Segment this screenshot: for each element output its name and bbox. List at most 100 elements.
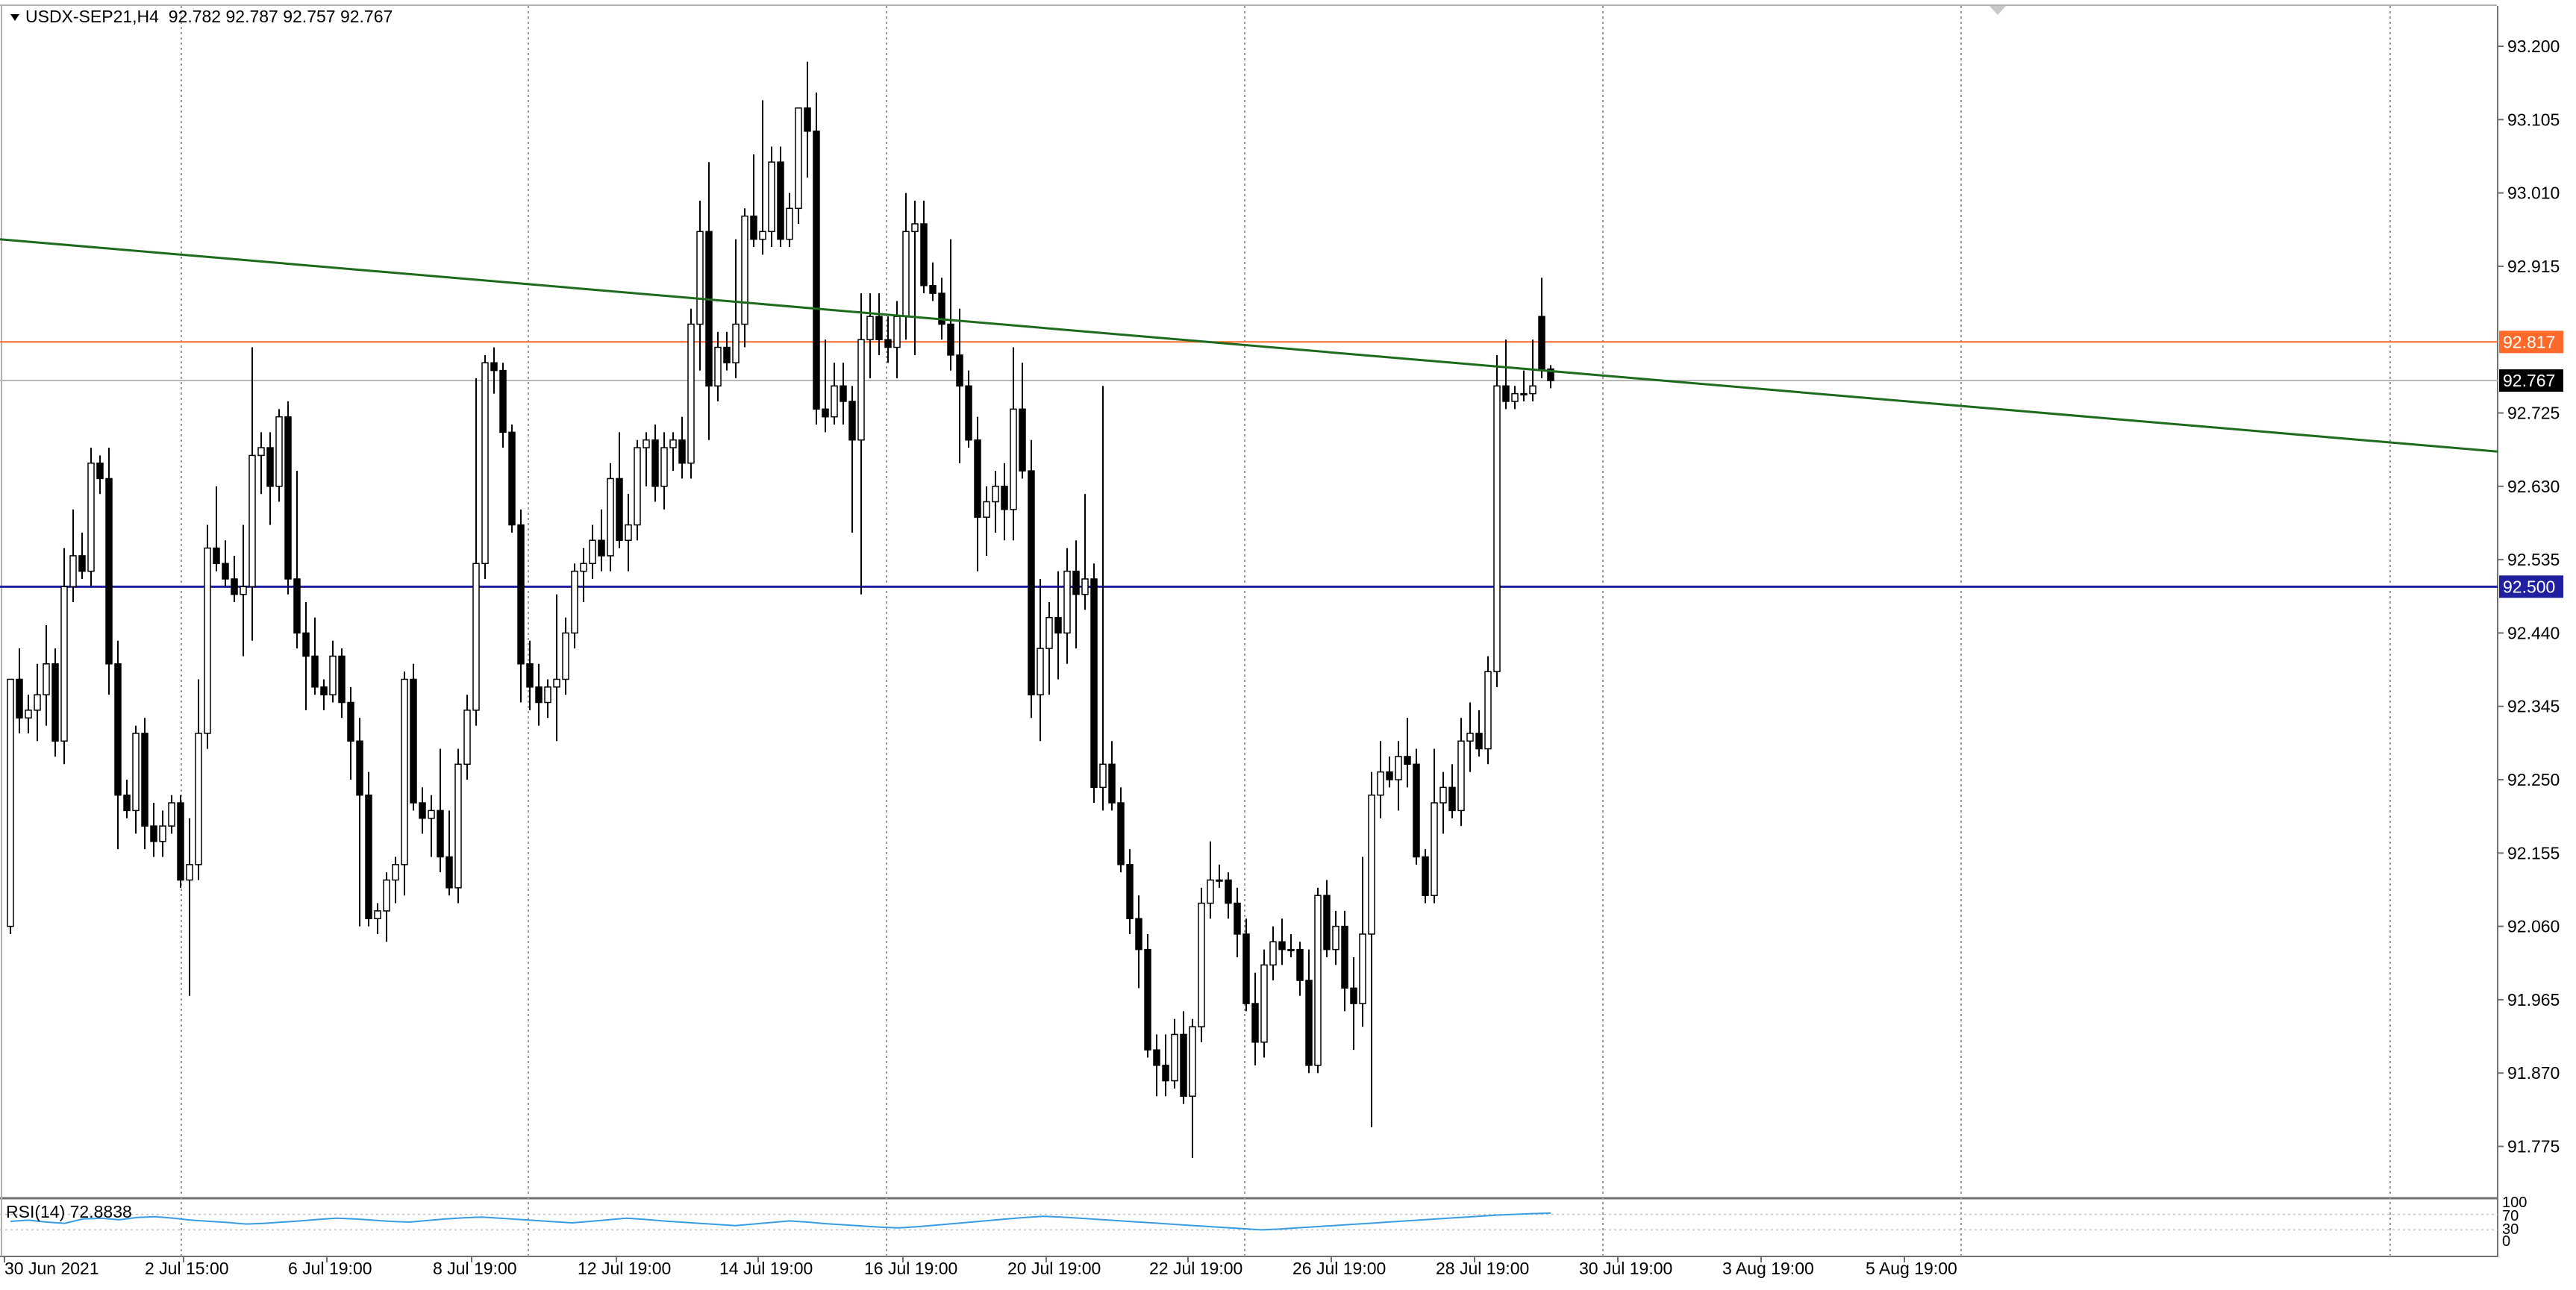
bear-candle [123, 794, 131, 812]
price-axis-label: 91.870 [2507, 1063, 2560, 1083]
bear-candle [365, 794, 372, 920]
bull-candle [902, 231, 910, 317]
bear-candle [1028, 470, 1035, 695]
time-axis-label: 22 Jul 19:00 [1149, 1259, 1242, 1278]
bear-candle [804, 107, 811, 132]
bear-candle [535, 686, 543, 704]
bull-candle [159, 825, 166, 842]
bull-candle [768, 161, 775, 233]
time-axis-label: 30 Jul 19:00 [1579, 1259, 1672, 1278]
bear-candle [938, 292, 945, 325]
bull-candle [1198, 902, 1205, 1027]
dropdown-arrow-icon[interactable] [10, 14, 19, 22]
bear-candle [956, 354, 963, 387]
time-axis-label: 3 Aug 19:00 [1722, 1259, 1814, 1278]
time-axis-label: 26 Jul 19:00 [1292, 1259, 1386, 1278]
price-axis-label: 92.535 [2507, 550, 2560, 569]
bear-candle [508, 431, 516, 526]
bull-candle [1332, 925, 1339, 951]
bull-candle [1484, 671, 1492, 750]
bear-candle [231, 578, 238, 595]
chart-shift-marker-icon[interactable] [1989, 6, 2006, 15]
bear-candle [1278, 941, 1286, 951]
bull-candle [714, 346, 722, 387]
price-axis-label: 92.725 [2507, 404, 2560, 423]
time-axis-label: 20 Jul 19:00 [1007, 1259, 1101, 1278]
rsi-line [10, 1212, 1551, 1231]
bull-candle [69, 555, 77, 588]
bull-candle [1171, 1033, 1178, 1082]
ohlc-values: 92.782 92.787 92.757 92.767 [168, 7, 393, 26]
bull-candle [992, 486, 999, 503]
bear-candle [750, 215, 757, 240]
bull-candle [1269, 941, 1277, 966]
price-axis-label: 93.105 [2507, 110, 2560, 129]
rsi-axis-label: 100 [2502, 1194, 2527, 1211]
bear-candle [678, 439, 686, 464]
rsi-label: RSI(14) 72.8838 [6, 1202, 132, 1221]
bull-candle [1431, 802, 1438, 896]
price-axis-label: 92.345 [2507, 697, 2560, 716]
bear-candle [813, 131, 820, 410]
bear-candle [1242, 933, 1250, 1004]
bear-candle [1117, 802, 1125, 865]
time-axis: 30 Jun 2021 2 Jul 15:00 6 Jul 19:00 8 Jul 1… [4, 1256, 1957, 1278]
time-axis-label: 8 Jul 19:00 [433, 1259, 517, 1278]
bull-candle [1520, 392, 1528, 395]
bear-candle [974, 439, 981, 518]
bull-candle [195, 733, 202, 865]
bear-candle [490, 362, 498, 372]
bear-candle [1305, 980, 1313, 1066]
bull-candle [1037, 648, 1044, 695]
bear-candle [1054, 616, 1062, 634]
bull-candle [696, 231, 704, 325]
bull-candle [643, 439, 650, 448]
bull-candle [1010, 408, 1017, 510]
bear-candle [1341, 925, 1348, 989]
bear-candle [1475, 733, 1483, 750]
bear-candle [141, 733, 149, 827]
bear-candle [598, 539, 605, 557]
bull-candle [1466, 733, 1474, 742]
bear-candle [1072, 570, 1080, 595]
resistance-price-label: 92.817 [2503, 332, 2555, 351]
bull-candle [34, 694, 41, 711]
price-markers: 92.817 92.767 92.500 [2499, 331, 2563, 598]
bull-candle [1457, 740, 1465, 812]
bear-candle [1108, 763, 1116, 804]
bear-candle [266, 447, 274, 487]
bear-candle [840, 385, 847, 402]
bear-candle [1135, 918, 1142, 951]
bull-candle [472, 563, 480, 711]
bull-candle [1377, 771, 1384, 796]
bull-candle [687, 323, 695, 464]
bull-candle [329, 655, 337, 695]
bear-candle [705, 231, 713, 387]
bear-candle [213, 547, 220, 565]
bull-candle [1189, 1026, 1196, 1097]
bull-candle [786, 207, 793, 240]
bull-candle [866, 316, 874, 340]
bull-candle [1493, 385, 1501, 672]
bull-candle [43, 663, 50, 695]
bear-candle [222, 563, 229, 580]
bear-candle [293, 578, 301, 634]
bull-candle [7, 678, 14, 927]
bear-candle [1404, 756, 1411, 765]
bear-candle [1448, 786, 1456, 812]
bear-candle [114, 663, 122, 796]
bull-candle [1260, 964, 1268, 1043]
bear-candle [1502, 385, 1510, 402]
time-axis-label: 16 Jul 19:00 [864, 1259, 957, 1278]
chart-top-border [0, 4, 2497, 6]
bull-candle [741, 215, 748, 325]
bear-candle [1144, 948, 1151, 1051]
bear-candle [929, 285, 937, 294]
bear-candle [410, 678, 417, 804]
bull-candle [1511, 392, 1519, 402]
bear-candle [51, 663, 59, 742]
rsi-axis-label: 70 [2502, 1208, 2519, 1224]
